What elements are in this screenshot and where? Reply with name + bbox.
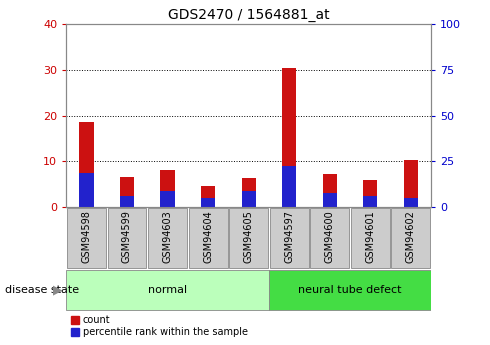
Bar — [79, 173, 94, 207]
Bar — [363, 196, 377, 207]
Bar — [351, 208, 390, 268]
Bar — [160, 169, 174, 207]
Bar — [310, 208, 349, 268]
Bar — [404, 198, 418, 207]
Bar — [67, 208, 106, 268]
Bar — [189, 208, 227, 268]
Bar — [66, 270, 269, 310]
Bar — [201, 198, 215, 207]
Bar — [79, 122, 94, 207]
Bar — [148, 208, 187, 268]
Text: normal: normal — [148, 285, 187, 295]
Text: GSM94600: GSM94600 — [325, 210, 335, 263]
Bar — [242, 191, 256, 207]
Bar — [363, 179, 377, 207]
Text: neural tube defect: neural tube defect — [298, 285, 402, 295]
Bar — [282, 166, 296, 207]
Bar — [392, 208, 430, 268]
Text: GSM94601: GSM94601 — [366, 210, 375, 263]
Text: GSM94602: GSM94602 — [406, 210, 416, 263]
Bar — [323, 174, 337, 207]
Bar — [282, 68, 296, 207]
Text: ▶: ▶ — [53, 283, 63, 296]
Text: GSM94603: GSM94603 — [163, 210, 172, 263]
Bar — [242, 178, 256, 207]
Bar — [229, 208, 268, 268]
Bar — [120, 196, 134, 207]
Bar — [323, 193, 337, 207]
Title: GDS2470 / 1564881_at: GDS2470 / 1564881_at — [168, 8, 329, 22]
Bar — [107, 208, 147, 268]
Bar — [404, 160, 418, 207]
Text: GSM94598: GSM94598 — [81, 210, 92, 263]
Bar — [269, 270, 431, 310]
Bar — [120, 177, 134, 207]
Legend: count, percentile rank within the sample: count, percentile rank within the sample — [71, 315, 247, 337]
Text: GSM94604: GSM94604 — [203, 210, 213, 263]
Bar — [201, 186, 215, 207]
Text: GSM94599: GSM94599 — [122, 210, 132, 263]
Text: GSM94605: GSM94605 — [244, 210, 254, 263]
Text: GSM94597: GSM94597 — [284, 210, 294, 263]
Bar — [270, 208, 309, 268]
Text: disease state: disease state — [5, 285, 79, 295]
Bar — [160, 191, 174, 207]
